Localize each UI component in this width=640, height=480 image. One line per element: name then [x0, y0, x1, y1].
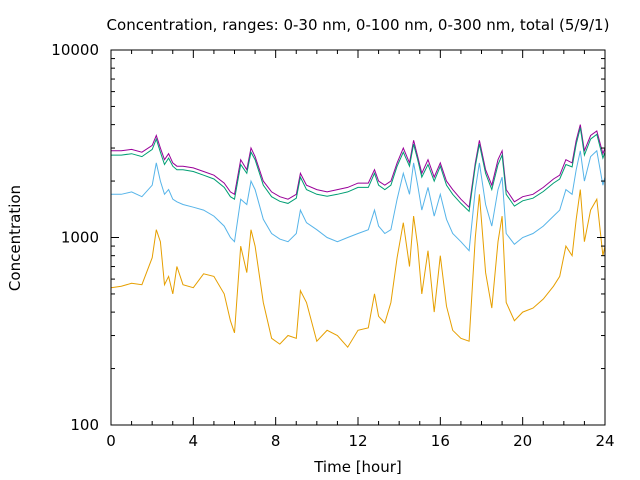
x-tick-label: 4	[189, 432, 199, 450]
plot-frame	[110, 49, 606, 426]
x-tick-label: 24	[595, 432, 614, 450]
series-layer	[110, 124, 606, 349]
y-tick-label: 1000	[61, 229, 99, 247]
x-tick-label: 8	[271, 432, 281, 450]
chart-title: Concentration, ranges: 0-30 nm, 0-100 nm…	[107, 16, 610, 34]
y-tick-label: 10000	[51, 41, 99, 59]
ticks-layer: 0 4 8 12 16 20 24 100 1000 10000	[51, 41, 614, 450]
x-tick-label: 12	[348, 432, 367, 450]
x-axis-label: Time [hour]	[313, 458, 402, 476]
x-tick-label: 16	[431, 432, 450, 450]
y-tick-label: 100	[70, 416, 99, 434]
series-line-1	[111, 124, 606, 209]
x-tick-label: 0	[106, 432, 116, 450]
y-axis-label: Concentration	[6, 185, 24, 291]
series-line-2	[111, 127, 606, 213]
series-line-4	[110, 189, 606, 349]
x-tick-label: 20	[513, 432, 532, 450]
series-line-3	[111, 149, 606, 252]
